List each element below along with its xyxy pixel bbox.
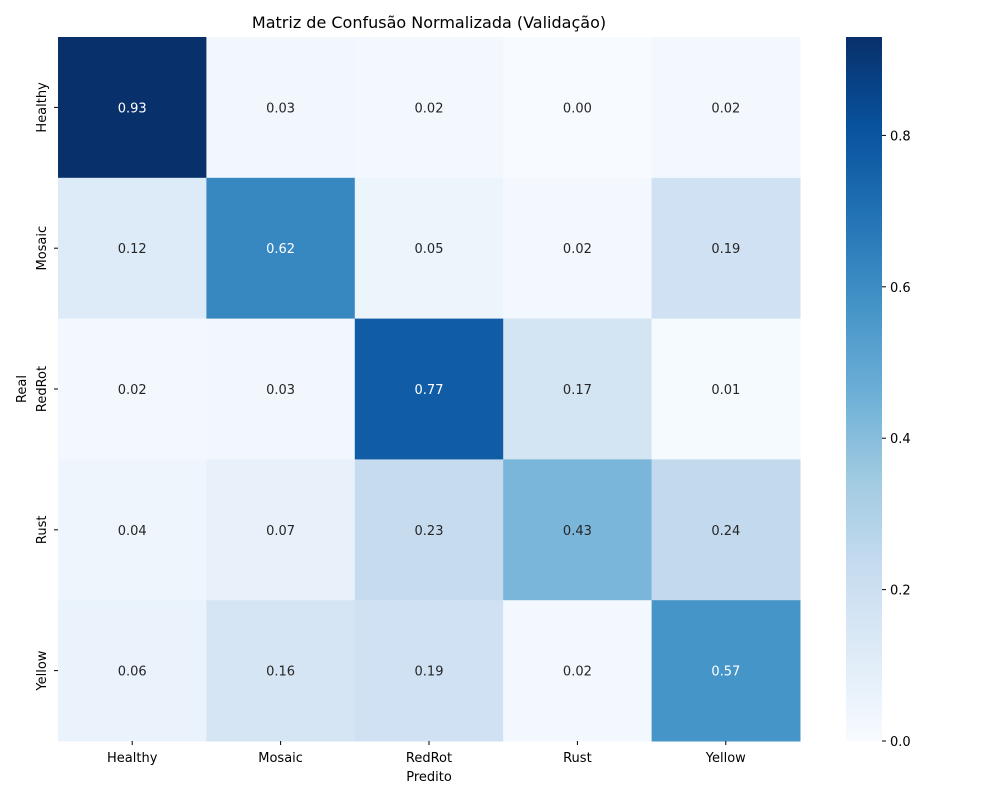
- y-tick-label: Rust: [35, 516, 50, 545]
- heatmap-cell: [651, 177, 801, 320]
- heatmap-cell: [206, 177, 356, 320]
- cell-value-label: 0.16: [266, 665, 295, 680]
- heatmap-cell: [503, 459, 653, 601]
- y-tick-label: Healthy: [35, 82, 50, 133]
- cell-value-label: 0.02: [563, 242, 592, 257]
- cell-value-label: 0.04: [118, 524, 147, 539]
- heatmap-cell: [651, 318, 801, 460]
- x-tick-label: Yellow: [705, 751, 746, 766]
- cell-value-label: 0.19: [711, 242, 740, 257]
- y-tick-label: Yellow: [35, 650, 50, 691]
- cell-value-label: 0.62: [266, 242, 295, 257]
- heatmap-cell: [651, 37, 801, 179]
- cell-value-label: 0.02: [415, 101, 444, 116]
- heatmap-cell: [58, 37, 207, 179]
- cell-value-label: 0.12: [118, 242, 147, 257]
- cell-value-label: 0.03: [266, 101, 295, 116]
- cell-value-label: 0.00: [563, 101, 592, 116]
- cell-value-label: 0.24: [711, 524, 740, 539]
- heatmap-cell: [58, 459, 207, 601]
- heatmap-cell: [651, 459, 801, 601]
- colorbar-tick-label: 0.6: [890, 281, 911, 296]
- x-tick-label: Rust: [563, 751, 592, 766]
- cell-value-label: 0.02: [563, 665, 592, 680]
- heatmap-cell: [503, 318, 653, 460]
- cell-value-label: 0.01: [711, 383, 740, 398]
- heatmap-cell: [206, 37, 356, 179]
- heatmap-cell: [503, 177, 653, 320]
- colorbar: [846, 37, 882, 741]
- heatmap-cell: [58, 318, 207, 460]
- heatmap-cell: [503, 37, 653, 179]
- x-axis: Healthy Mosaic RedRot Rust Yellow: [107, 741, 746, 766]
- y-axis: Healthy Mosaic RedRot Rust Yellow: [35, 82, 58, 692]
- x-axis-label: Predito: [406, 770, 452, 785]
- cell-value-label: 0.17: [563, 383, 592, 398]
- y-tick-label: RedRot: [35, 366, 50, 412]
- cell-value-label: 0.43: [563, 524, 592, 539]
- y-tick-label: Mosaic: [35, 226, 50, 271]
- cell-value-label: 0.07: [266, 524, 295, 539]
- heatmap-cells: 0.93 0.03 0.02 0.00 0.02 0.12 0.62 0.05 0.02 0.19…: [58, 37, 801, 742]
- colorbar-tick-label: 0.2: [890, 584, 911, 599]
- x-tick-label: Healthy: [107, 751, 158, 766]
- x-tick-label: RedRot: [406, 751, 452, 766]
- heatmap-cell: [206, 318, 356, 460]
- heatmap-cell: [354, 177, 504, 320]
- cell-value-label: 0.23: [415, 524, 444, 539]
- heatmap-cell: [354, 600, 504, 742]
- cell-value-label: 0.06: [118, 665, 147, 680]
- heatmap-cell: [503, 600, 653, 742]
- y-axis-label: Real: [15, 375, 30, 403]
- heatmap-cell: [206, 459, 356, 601]
- cell-value-label: 0.02: [118, 383, 147, 398]
- cell-value-label: 0.93: [118, 101, 147, 116]
- cell-value-label: 0.19: [415, 665, 444, 680]
- cell-value-label: 0.05: [415, 242, 444, 257]
- cell-value-label: 0.03: [266, 383, 295, 398]
- heatmap-cell: [58, 177, 207, 320]
- cell-value-label: 0.77: [415, 383, 444, 398]
- colorbar-tick-label: 0.0: [890, 735, 911, 750]
- colorbar-axis: 0.0 0.2 0.4 0.6 0.8: [882, 129, 911, 750]
- chart-title: Matriz de Confusão Normalizada (Validaçã…: [252, 13, 606, 32]
- x-tick-label: Mosaic: [258, 751, 303, 766]
- colorbar-tick-label: 0.8: [890, 129, 911, 144]
- colorbar-tick-label: 0.4: [890, 432, 911, 447]
- heatmap-cell: [354, 37, 504, 179]
- cell-value-label: 0.57: [711, 665, 740, 680]
- heatmap-cell: [354, 459, 504, 601]
- heatmap-cell: [206, 600, 356, 742]
- cell-value-label: 0.02: [711, 101, 740, 116]
- heatmap-cell: [651, 600, 801, 742]
- heatmap-cell: [58, 600, 207, 742]
- heatmap-cell: [354, 318, 504, 460]
